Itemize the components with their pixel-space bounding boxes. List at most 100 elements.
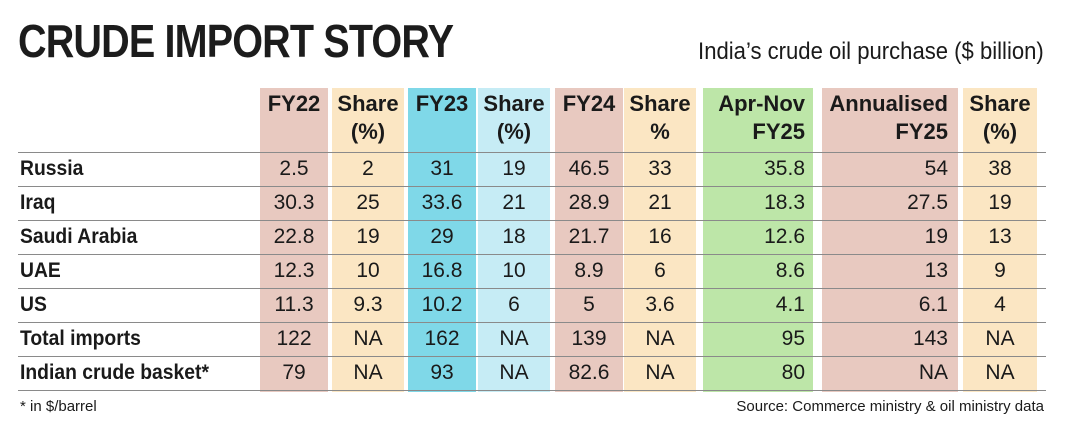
table-cell: NA [645, 327, 675, 350]
table-cell: 6.1 [918, 293, 948, 316]
table-cell: 54 [924, 157, 948, 180]
column-header-line1: Apr-Nov [718, 91, 805, 116]
column-header-2: Share (%) [332, 90, 404, 146]
column-band-5 [555, 88, 623, 392]
column-header-7: Apr-Nov FY25 [703, 90, 805, 146]
table-cell: 13 [924, 259, 948, 282]
column-header-line2: % [650, 119, 670, 144]
table-cell: 6 [508, 293, 520, 316]
column-header-line2: (%) [982, 119, 1018, 144]
column-band-6 [624, 88, 696, 392]
column-band-4 [478, 88, 550, 392]
column-header-8: Annualised FY25 [822, 90, 948, 146]
column-header-line2: FY25 [752, 119, 805, 144]
row-label: UAE [20, 259, 61, 282]
column-band-7 [703, 88, 813, 392]
table-cell: 19 [988, 191, 1012, 214]
column-header-9: Share (%) [963, 90, 1037, 146]
table-cell: 19 [924, 225, 948, 248]
row-divider [18, 152, 1046, 153]
table-cell: 38 [988, 157, 1012, 180]
table-cell: 3.6 [645, 293, 675, 316]
table-cell: 19 [356, 225, 380, 248]
column-header-line1: Share [629, 91, 691, 116]
column-header-3: FY23 [408, 90, 476, 118]
table-cell: 6 [654, 259, 666, 282]
chart-subtitle: India’s crude oil purchase ($ billion) [698, 38, 1044, 65]
table-cell: 122 [276, 327, 312, 350]
table-cell: 139 [571, 327, 607, 350]
table-cell: 143 [912, 327, 948, 350]
column-header-line1: FY22 [267, 91, 321, 116]
column-header-line1: Share [969, 91, 1031, 116]
row-label: US [20, 293, 47, 316]
column-header-line2: (%) [350, 119, 386, 144]
column-header-5: FY24 [555, 90, 623, 118]
table-cell: NA [499, 327, 529, 350]
table-cell: 4.1 [775, 293, 805, 316]
table-cell: 2.5 [279, 157, 309, 180]
row-label: Indian crude basket* [20, 361, 209, 384]
table-cell: 33.6 [421, 191, 463, 214]
column-header-6: Share% [624, 90, 696, 146]
table-cell: 27.5 [907, 191, 948, 214]
column-header-line1: FY24 [562, 91, 616, 116]
table-cell: 11.3 [274, 293, 314, 316]
row-divider [18, 322, 1046, 323]
table-cell: 93 [430, 361, 454, 384]
table-cell: NA [985, 361, 1015, 384]
source-note: Source: Commerce ministry & oil ministry… [736, 398, 1044, 415]
row-label: Saudi Arabia [20, 225, 138, 248]
column-band-3 [408, 88, 476, 392]
column-header-line2: FY25 [895, 119, 948, 144]
table-cell: 33 [648, 157, 672, 180]
table-cell: 9.3 [353, 293, 383, 316]
table-cell: 95 [781, 327, 805, 350]
table-cell: 30.3 [273, 191, 315, 214]
chart-title: CRUDE IMPORT STORY [18, 15, 454, 67]
table-cell: 21 [502, 191, 526, 214]
table-cell: 8.9 [574, 259, 604, 282]
table-cell: NA [985, 327, 1015, 350]
table-cell: 79 [282, 361, 306, 384]
table-cell: 12.6 [764, 225, 805, 248]
table-cell: 2 [362, 157, 374, 180]
table-cell: NA [918, 361, 948, 384]
column-header-line1: FY23 [415, 91, 469, 116]
column-header-line2: (%) [496, 119, 532, 144]
table-cell: 21.7 [568, 225, 610, 248]
column-header-4: Share (%) [478, 90, 550, 146]
table-cell: 10 [502, 259, 526, 282]
table-cell: 5 [583, 293, 595, 316]
table-cell: 35.8 [764, 157, 805, 180]
footnote: * in $/barrel [20, 398, 97, 415]
table-cell: 9 [994, 259, 1006, 282]
column-band-9 [963, 88, 1037, 392]
table-cell: 29 [430, 225, 454, 248]
row-divider [18, 356, 1046, 357]
table-cell: 31 [430, 157, 454, 180]
table-cell: 28.9 [568, 191, 610, 214]
row-divider [18, 390, 1046, 391]
table-cell: 162 [424, 327, 460, 350]
table-cell: NA [499, 361, 529, 384]
row-label: Russia [20, 157, 84, 180]
column-header-line1: Annualised [829, 91, 948, 116]
column-band-8 [822, 88, 958, 392]
table-cell: 19 [502, 157, 526, 180]
table-cell: NA [353, 361, 383, 384]
row-label: Iraq [20, 191, 56, 214]
table-cell: 25 [356, 191, 380, 214]
column-header-1: FY22 [260, 90, 328, 118]
table-cell: 8.6 [775, 259, 805, 282]
table-cell: 46.5 [568, 157, 610, 180]
column-band-2 [332, 88, 404, 392]
table-cell: 80 [781, 361, 805, 384]
row-divider [18, 220, 1046, 221]
row-divider [18, 186, 1046, 187]
row-label: Total imports [20, 327, 141, 350]
table-cell: 16 [648, 225, 672, 248]
row-divider [18, 254, 1046, 255]
table-cell: 82.6 [568, 361, 610, 384]
table-cell: 18 [502, 225, 526, 248]
